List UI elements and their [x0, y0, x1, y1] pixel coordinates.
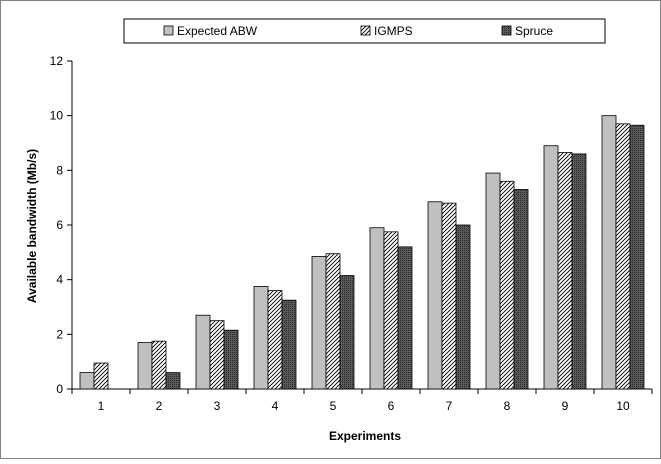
bar-spruce-8: [513, 189, 529, 390]
bar-expected-abw-2: [137, 342, 153, 390]
y-tick-label-6: 12: [50, 54, 64, 68]
y-tick-label-1: 2: [56, 327, 63, 341]
bar-expected-abw-7: [427, 201, 443, 390]
x-tick-label-3: 3: [214, 399, 221, 413]
y-tick-label-4: 8: [56, 163, 63, 177]
bar-expected-abw-6: [369, 227, 385, 390]
bar-igmps-9: [557, 152, 573, 390]
x-tick-label-4: 4: [272, 399, 279, 413]
x-tick-label-8: 8: [504, 399, 511, 413]
bar-spruce-2: [165, 372, 181, 390]
x-tick-label-7: 7: [446, 399, 453, 413]
bar-expected-abw-4: [253, 286, 269, 390]
bar-spruce-5: [339, 275, 355, 390]
bar-igmps-1: [93, 362, 109, 390]
x-tick-label-9: 9: [562, 399, 569, 413]
bar-expected-abw-8: [485, 172, 501, 390]
legend-label-igmps: IGMPS: [374, 24, 413, 38]
bar-spruce-7: [455, 224, 471, 390]
bar-expected-abw-1: [79, 372, 95, 390]
bar-igmps-3: [209, 320, 225, 390]
bar-igmps-6: [383, 231, 399, 390]
x-axis-title: Experiments: [329, 429, 401, 443]
legend-swatch-expected-abw: [163, 25, 174, 36]
legend-swatch-spruce: [501, 25, 512, 36]
x-tick-label-2: 2: [156, 399, 163, 413]
bar-spruce-6: [397, 246, 413, 390]
x-tick-label-10: 10: [616, 399, 630, 413]
y-tick-label-2: 4: [56, 273, 63, 287]
bar-igmps-2: [151, 340, 167, 390]
bar-expected-abw-9: [543, 145, 559, 390]
bar-spruce-9: [571, 153, 587, 390]
bar-spruce-10: [629, 124, 645, 390]
x-tick-label-5: 5: [330, 399, 337, 413]
bar-igmps-4: [267, 290, 283, 390]
legend-label-expected-abw: Expected ABW: [177, 24, 258, 38]
bar-igmps-5: [325, 253, 341, 390]
y-tick-label-0: 0: [56, 382, 63, 396]
y-axis-title: Available bandwidth (Mb/s): [25, 149, 39, 303]
y-tick-label-5: 10: [50, 109, 64, 123]
x-tick-label-1: 1: [98, 399, 105, 413]
bar-spruce-4: [281, 299, 297, 390]
y-tick-label-3: 6: [56, 218, 63, 232]
bar-igmps-10: [615, 123, 631, 390]
x-tick-label-6: 6: [388, 399, 395, 413]
bar-expected-abw-5: [311, 256, 327, 390]
bar-igmps-8: [499, 180, 515, 390]
bar-spruce-3: [223, 329, 239, 390]
bar-expected-abw-3: [195, 314, 211, 390]
bar-expected-abw-10: [601, 115, 617, 390]
bar-igmps-7: [441, 202, 457, 390]
legend: Expected ABW IGMPS Spruce: [123, 18, 606, 44]
legend-swatch-igmps: [360, 25, 371, 36]
legend-label-spruce: Spruce: [515, 24, 553, 38]
